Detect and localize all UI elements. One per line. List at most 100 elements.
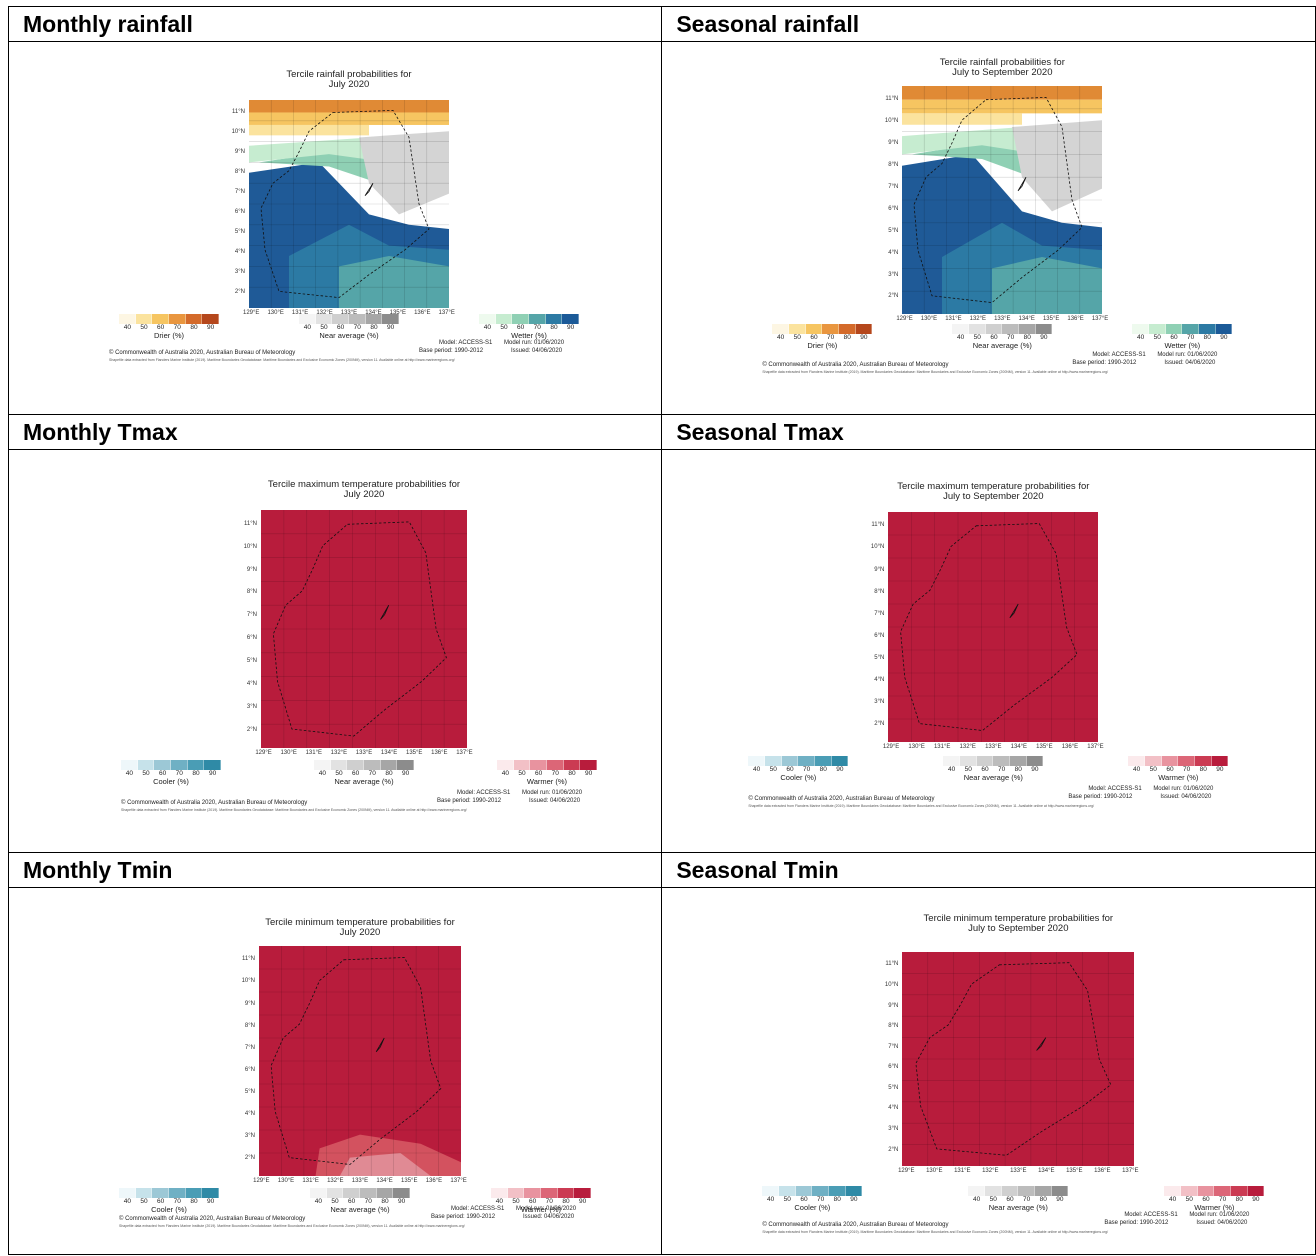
legend-swatch [299, 314, 316, 324]
panel-monthly-rainfall: Tercile rainfall probabilities for July 2… [9, 42, 663, 414]
legend-tick: 80 [819, 766, 827, 773]
lat-label: 11°N [871, 522, 885, 529]
legend-near-colorbar [299, 314, 400, 324]
legend-name: Cooler (%) [153, 777, 189, 786]
legend-tick: 70 [997, 766, 1006, 773]
legend-swatch [314, 760, 331, 770]
legend-cooler-colorbar [762, 1186, 863, 1196]
legend-swatch [135, 1188, 153, 1198]
shapefile-fineprint: Shapefile data extracted from Flanders M… [121, 808, 467, 812]
legend-swatch [121, 760, 138, 770]
legend-swatch [202, 1188, 220, 1198]
lat-label: 7°N [874, 610, 885, 617]
legend-tick: 40 [314, 1198, 322, 1205]
lat-label: 6°N [888, 205, 899, 212]
lon-label: 132°E [330, 750, 348, 756]
legend-swatch [310, 1188, 327, 1198]
legend-tick: 60 [786, 766, 794, 773]
legend-tick: 80 [1014, 766, 1022, 773]
legend-tick: 60 [517, 324, 525, 331]
legend-tick: 70 [173, 1198, 181, 1205]
lon-label: 137°E [1122, 1168, 1139, 1174]
probability-map [902, 952, 1135, 1166]
lon-label: 134°E [1010, 744, 1028, 750]
legend-name: Near average (%) [330, 1205, 390, 1214]
legend-near-colorbar [943, 756, 1044, 766]
legend-swatch [1182, 324, 1199, 334]
legend-swatch [976, 756, 994, 766]
base-period: Base period: 1990-2012 [437, 798, 502, 804]
legend-warmer: 40 50 60 70 80 90 Warmer (%) [491, 1188, 592, 1214]
lat-label: 10°N [870, 544, 885, 551]
legend-swatch [524, 1188, 542, 1198]
legend-swatch [1018, 1186, 1035, 1196]
legend-swatch [343, 1188, 361, 1198]
legend-swatch [495, 314, 513, 324]
lat-label: 6°N [888, 1064, 899, 1071]
lon-label: 134°E [376, 1178, 393, 1184]
shapefile-fineprint: Shapefile data extracted from Flanders M… [762, 370, 1109, 374]
legend-name: Warmer (%) [1194, 1203, 1235, 1212]
lon-labels: 129°E 130°E 131°E 132°E 133°E 134°E 135°E 136°E… [892, 1168, 1144, 1174]
legend-swatch [1199, 324, 1216, 334]
legend-near: 40 50 60 70 80 90 Near average (%) [952, 324, 1053, 350]
legend-tick: 50 [973, 334, 981, 341]
map-title-line1: Tercile minimum temperature probabilitie… [923, 913, 1114, 924]
lat-label: 10°N [231, 129, 245, 135]
legend-tick: 50 [335, 770, 343, 777]
legend-swatch [943, 756, 960, 766]
legend-tick: 50 [769, 766, 777, 773]
legend-warmer: 40 50 60 70 80 90 Warmer (%) [1128, 756, 1229, 782]
legend-ticks: 40 50 60 70 80 90 [1128, 766, 1228, 773]
lon-label: 130°E [920, 316, 938, 322]
legend-tick: 40 [1133, 766, 1141, 773]
lon-labels: 129°E 130°E 131°E 132°E 133°E 134°E 135°E 136°E… [249, 1178, 471, 1184]
legend-swatch [580, 760, 598, 770]
map-title-line1: Tercile rainfall probabilities for [939, 57, 1065, 68]
legend-swatch [1214, 1186, 1231, 1196]
legend-near: 40 50 60 70 80 90 Near average (%) [310, 1188, 411, 1214]
legend-tick: 60 [337, 324, 345, 331]
legend-tick: 40 [125, 770, 133, 777]
legend-name: Near average (%) [972, 341, 1032, 350]
legend-ticks: 40 50 60 70 80 90 [943, 766, 1043, 773]
lat-label: 10°N [241, 978, 255, 985]
legend-tick: 50 [1185, 1196, 1193, 1203]
lon-label: 131°E [933, 744, 951, 750]
legend-swatch [764, 756, 782, 766]
legend-swatch [529, 314, 546, 324]
map-title: Tercile rainfall probabilities for July t… [862, 58, 1142, 78]
legend-tick: 40 [1137, 334, 1145, 341]
panel-seasonal-tmax: Tercile maximum temperature probabilitie… [662, 450, 1316, 852]
header-seasonal-rainfall: Seasonal rainfall [661, 6, 1316, 42]
legend-tick: 60 [529, 1198, 537, 1205]
legend-name: Drier (%) [807, 341, 838, 350]
legend-swatch [985, 324, 1003, 334]
legend-tick: 80 [562, 1198, 570, 1205]
lon-label: 129°E [255, 750, 272, 756]
legend-swatch [512, 314, 530, 324]
legend-tick: 80 [1203, 334, 1211, 341]
header-seasonal-tmax: Seasonal Tmax [661, 414, 1316, 450]
legend-near-colorbar [310, 1188, 411, 1198]
legend-tick: 70 [816, 1196, 825, 1203]
legend-tick: 40 [318, 770, 326, 777]
legend-swatch [349, 314, 366, 324]
legend-swatch [204, 760, 222, 770]
lat-label: 7°N [244, 1044, 255, 1051]
lon-labels: 129°E 130°E 131°E 132°E 133°E 134°E 135°E 136°E… [892, 316, 1112, 322]
legend-name: Near average (%) [988, 1203, 1048, 1212]
lon-label: 136°E [1094, 1168, 1111, 1174]
cell-monthly-rainfall: Tercile rainfall probabilities for July 2… [7, 41, 663, 415]
copyright-credit: © Commonwealth of Australia 2020, Austra… [119, 1216, 306, 1222]
legend-swatch [360, 1188, 377, 1198]
legend-swatch [788, 324, 806, 334]
lat-label: 7°N [246, 612, 257, 619]
legend-ticks: 40 50 60 70 80 90 [748, 766, 848, 773]
lat-label: 3°N [874, 699, 885, 706]
legend-ticks: 40 50 60 70 80 90 [952, 334, 1052, 341]
model-info: Model: ACCESS-S1 [1124, 1212, 1178, 1218]
legend-tick: 90 [208, 770, 217, 777]
legend-tick: 80 [381, 1198, 389, 1205]
legend-swatch [772, 324, 789, 334]
